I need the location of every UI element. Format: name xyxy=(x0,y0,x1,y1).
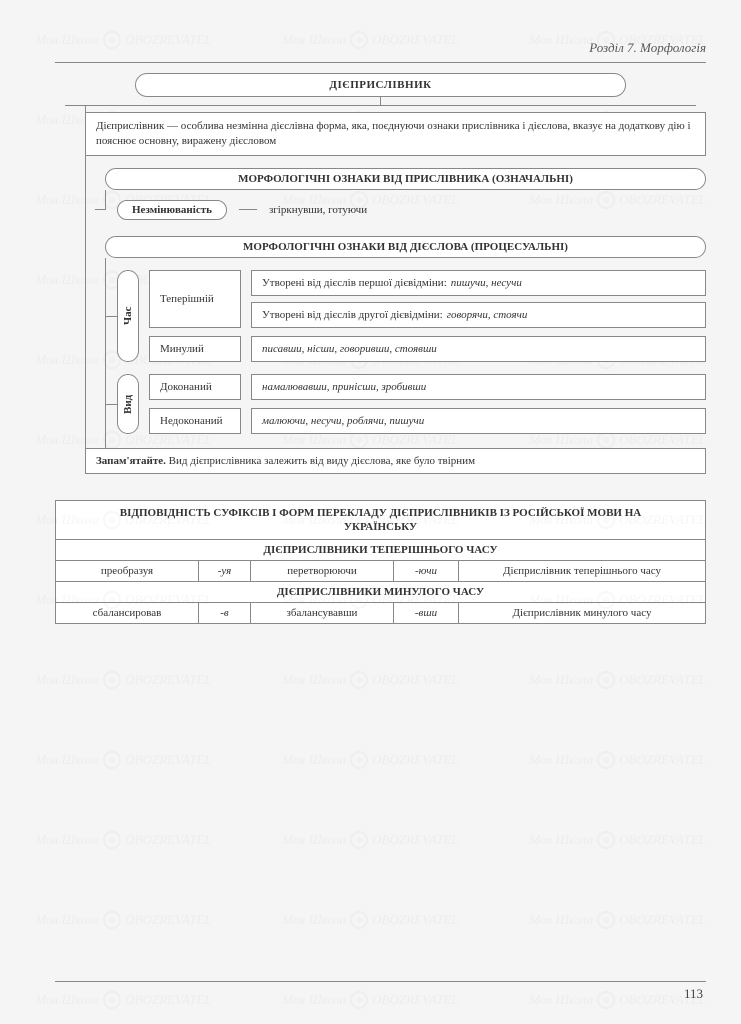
examples-italic: писавши, нісши, говоривши, стоявши xyxy=(262,343,437,355)
text: Утворені від дієслів другої дієвідміни: xyxy=(262,309,443,321)
aspect-perfective-examples: намалювавши, принісши, зробивши xyxy=(251,374,706,400)
main-title: ДІЄПРИСЛІВНИК xyxy=(135,73,626,97)
cell: -вши xyxy=(394,603,459,624)
sec1-item-examples: згіркнувши, готуючи xyxy=(269,204,367,216)
section-header: Розділ 7. Морфологія xyxy=(55,40,706,56)
tree-spine xyxy=(85,112,86,474)
section2-title: МОРФОЛОГІЧНІ ОЗНАКИ ВІД ДІЄСЛОВА (ПРОЦЕС… xyxy=(105,236,706,258)
section1-title: МОРФОЛОГІЧНІ ОЗНАКИ ВІД ПРИСЛІВНИКА (ОЗН… xyxy=(105,168,706,190)
tense-past-label: Минулий xyxy=(149,336,241,362)
table-title: ВІДПОВІДНІСТЬ СУФІКСІВ І ФОРМ ПЕРЕКЛАДУ … xyxy=(56,500,706,540)
examples-italic: говорячи, стоячи xyxy=(447,309,528,321)
cell: сбалансировав xyxy=(56,603,199,624)
note-text: Вид дієприслівника залежить від виду діє… xyxy=(169,455,475,467)
table-sub2: ДІЄПРИСЛІВНИКИ МИНУЛОГО ЧАСУ xyxy=(56,582,706,603)
cell: -в xyxy=(199,603,251,624)
definition-box: Дієприслівник — особлива незмінна дієслі… xyxy=(85,112,706,156)
examples-italic: намалювавши, принісши, зробивши xyxy=(262,381,426,393)
note-label: Запам'ятайте. xyxy=(96,455,166,467)
suffix-table: ВІДПОВІДНІСТЬ СУФІКСІВ І ФОРМ ПЕРЕКЛАДУ … xyxy=(55,500,706,625)
aspect-perfective-label: Доконаний xyxy=(149,374,241,400)
cell: преобразуя xyxy=(56,561,199,582)
cell: Дієприслівник минулого часу xyxy=(459,603,706,624)
cell: перетворюючи xyxy=(251,561,394,582)
page-number: 113 xyxy=(684,986,703,1002)
header-rule xyxy=(55,62,706,63)
tree-branch xyxy=(105,258,106,460)
cell: збалансувавши xyxy=(251,603,394,624)
table-row: сбалансировав -в збалансувавши -вши Дієп… xyxy=(56,603,706,624)
sec1-item-label: Незмінюваність xyxy=(117,200,227,220)
aspect-imperfective-label: Недоконаний xyxy=(149,408,241,434)
text: Утворені від дієслів першої дієвідміни: xyxy=(262,277,447,289)
tense-present-line2: Утворені від дієслів другої дієвідміни: … xyxy=(251,302,706,328)
side-label-aspect: Вид xyxy=(117,374,139,434)
tense-past-examples: писавши, нісши, говоривши, стоявши xyxy=(251,336,706,362)
note-box: Запам'ятайте. Вид дієприслівника залежит… xyxy=(85,448,706,474)
cell: Дієприслівник теперішнього часу xyxy=(459,561,706,582)
aspect-imperfective-examples: малюючи, несучи, роблячи, пишучи xyxy=(251,408,706,434)
cell: -уя xyxy=(199,561,251,582)
tree-branch xyxy=(105,190,106,210)
cell: -ючи xyxy=(394,561,459,582)
examples-italic: пишучи, несучи xyxy=(451,277,522,289)
tense-present-label: Теперішній xyxy=(149,270,241,328)
table-sub1: ДІЄПРИСЛІВНИКИ ТЕПЕРІШНЬОГО ЧАСУ xyxy=(56,540,706,561)
table-row: преобразуя -уя перетворюючи -ючи Дієприс… xyxy=(56,561,706,582)
side-label-tense: Час xyxy=(117,270,139,362)
connector xyxy=(380,97,381,105)
footer-rule xyxy=(55,981,706,982)
tense-present-line1: Утворені від дієслів першої дієвідміни: … xyxy=(251,270,706,296)
examples-italic: малюючи, несучи, роблячи, пишучи xyxy=(262,415,424,427)
